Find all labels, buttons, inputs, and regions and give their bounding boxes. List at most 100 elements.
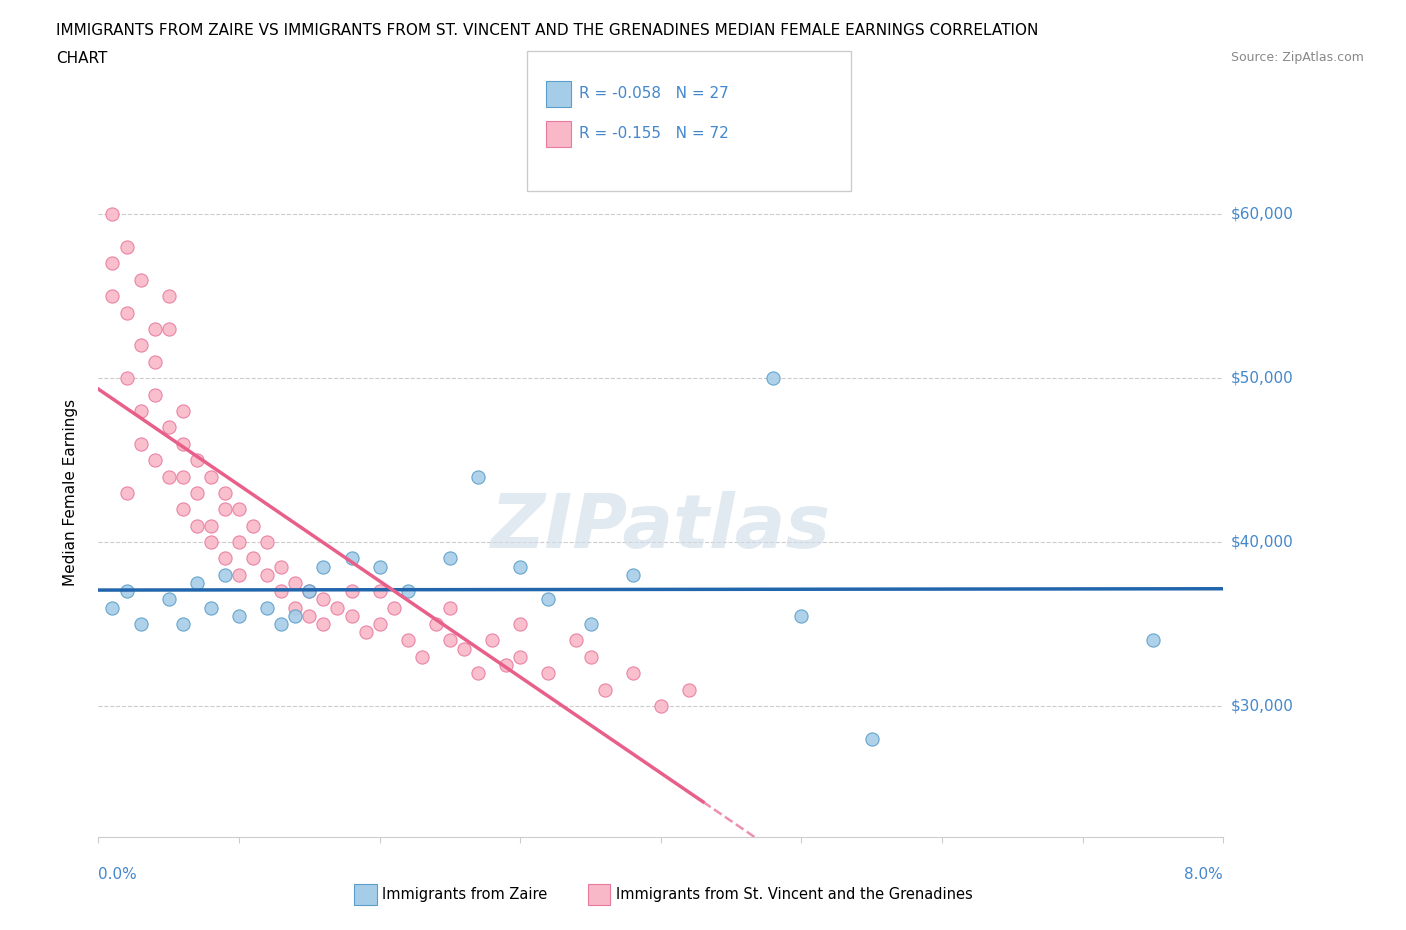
Point bbox=[157, 289, 180, 304]
Point bbox=[256, 600, 278, 615]
Point bbox=[186, 485, 208, 500]
Point bbox=[312, 617, 335, 631]
Point bbox=[396, 584, 419, 599]
Text: IMMIGRANTS FROM ZAIRE VS IMMIGRANTS FROM ST. VINCENT AND THE GRENADINES MEDIAN F: IMMIGRANTS FROM ZAIRE VS IMMIGRANTS FROM… bbox=[56, 23, 1039, 38]
Point bbox=[509, 617, 531, 631]
Point bbox=[242, 551, 264, 565]
Point bbox=[256, 567, 278, 582]
Point bbox=[157, 420, 180, 435]
Point bbox=[593, 682, 616, 697]
Point bbox=[621, 666, 644, 681]
Point bbox=[312, 592, 335, 607]
Point bbox=[467, 666, 489, 681]
Point bbox=[115, 584, 138, 599]
Point bbox=[129, 404, 152, 418]
Text: $60,000: $60,000 bbox=[1230, 206, 1294, 222]
Point bbox=[340, 551, 363, 565]
Point bbox=[157, 469, 180, 484]
Point bbox=[298, 584, 321, 599]
Point bbox=[186, 576, 208, 591]
Point bbox=[270, 617, 292, 631]
Point bbox=[509, 649, 531, 664]
Point bbox=[579, 617, 602, 631]
Point bbox=[790, 608, 813, 623]
Point bbox=[101, 206, 124, 221]
Point bbox=[101, 600, 124, 615]
Point bbox=[172, 617, 194, 631]
Point bbox=[129, 436, 152, 451]
Point bbox=[481, 633, 503, 648]
Point bbox=[228, 535, 250, 550]
Point bbox=[579, 649, 602, 664]
Point bbox=[537, 666, 560, 681]
Point bbox=[509, 559, 531, 574]
Point bbox=[101, 256, 124, 271]
Point bbox=[172, 502, 194, 517]
Point bbox=[354, 625, 377, 640]
Point bbox=[368, 617, 391, 631]
Point bbox=[439, 551, 461, 565]
Point bbox=[368, 584, 391, 599]
Point bbox=[565, 633, 588, 648]
Point bbox=[382, 600, 405, 615]
Point bbox=[143, 322, 166, 337]
Point bbox=[762, 371, 785, 386]
Point bbox=[228, 567, 250, 582]
Text: Immigrants from St. Vincent and the Grenadines: Immigrants from St. Vincent and the Gren… bbox=[616, 887, 973, 902]
Point bbox=[186, 518, 208, 533]
Point bbox=[467, 469, 489, 484]
Point bbox=[242, 518, 264, 533]
Point bbox=[411, 649, 433, 664]
Text: Source: ZipAtlas.com: Source: ZipAtlas.com bbox=[1230, 51, 1364, 64]
Point bbox=[284, 600, 307, 615]
Point bbox=[860, 731, 883, 746]
Text: Immigrants from Zaire: Immigrants from Zaire bbox=[382, 887, 548, 902]
Point bbox=[129, 272, 152, 287]
Point bbox=[157, 592, 180, 607]
Point bbox=[270, 559, 292, 574]
Point bbox=[326, 600, 349, 615]
Point bbox=[214, 485, 236, 500]
Text: CHART: CHART bbox=[56, 51, 108, 66]
Point bbox=[157, 322, 180, 337]
Point bbox=[340, 584, 363, 599]
Point bbox=[270, 584, 292, 599]
Point bbox=[172, 469, 194, 484]
Point bbox=[228, 608, 250, 623]
Text: ZIPatlas: ZIPatlas bbox=[491, 491, 831, 564]
Point bbox=[396, 633, 419, 648]
Point bbox=[495, 658, 517, 672]
Text: 8.0%: 8.0% bbox=[1184, 867, 1223, 882]
Point bbox=[650, 698, 672, 713]
Point bbox=[284, 576, 307, 591]
Text: $50,000: $50,000 bbox=[1230, 371, 1294, 386]
Point bbox=[129, 338, 152, 352]
Point bbox=[143, 453, 166, 468]
Point bbox=[214, 502, 236, 517]
Text: 0.0%: 0.0% bbox=[98, 867, 138, 882]
Point bbox=[101, 289, 124, 304]
Text: $30,000: $30,000 bbox=[1230, 698, 1294, 713]
Point bbox=[172, 436, 194, 451]
Text: $40,000: $40,000 bbox=[1230, 535, 1294, 550]
Point bbox=[425, 617, 447, 631]
Point bbox=[143, 354, 166, 369]
Point bbox=[129, 617, 152, 631]
Point bbox=[115, 305, 138, 320]
Point bbox=[214, 567, 236, 582]
Y-axis label: Median Female Earnings: Median Female Earnings bbox=[63, 399, 77, 587]
Point bbox=[200, 469, 222, 484]
Point bbox=[368, 559, 391, 574]
Point bbox=[200, 518, 222, 533]
Point bbox=[312, 559, 335, 574]
Point bbox=[298, 584, 321, 599]
Point bbox=[453, 641, 475, 656]
Point bbox=[214, 551, 236, 565]
Point bbox=[115, 240, 138, 255]
Point bbox=[537, 592, 560, 607]
Point bbox=[186, 453, 208, 468]
Point bbox=[256, 535, 278, 550]
Point bbox=[200, 535, 222, 550]
Point bbox=[678, 682, 700, 697]
Point bbox=[284, 608, 307, 623]
